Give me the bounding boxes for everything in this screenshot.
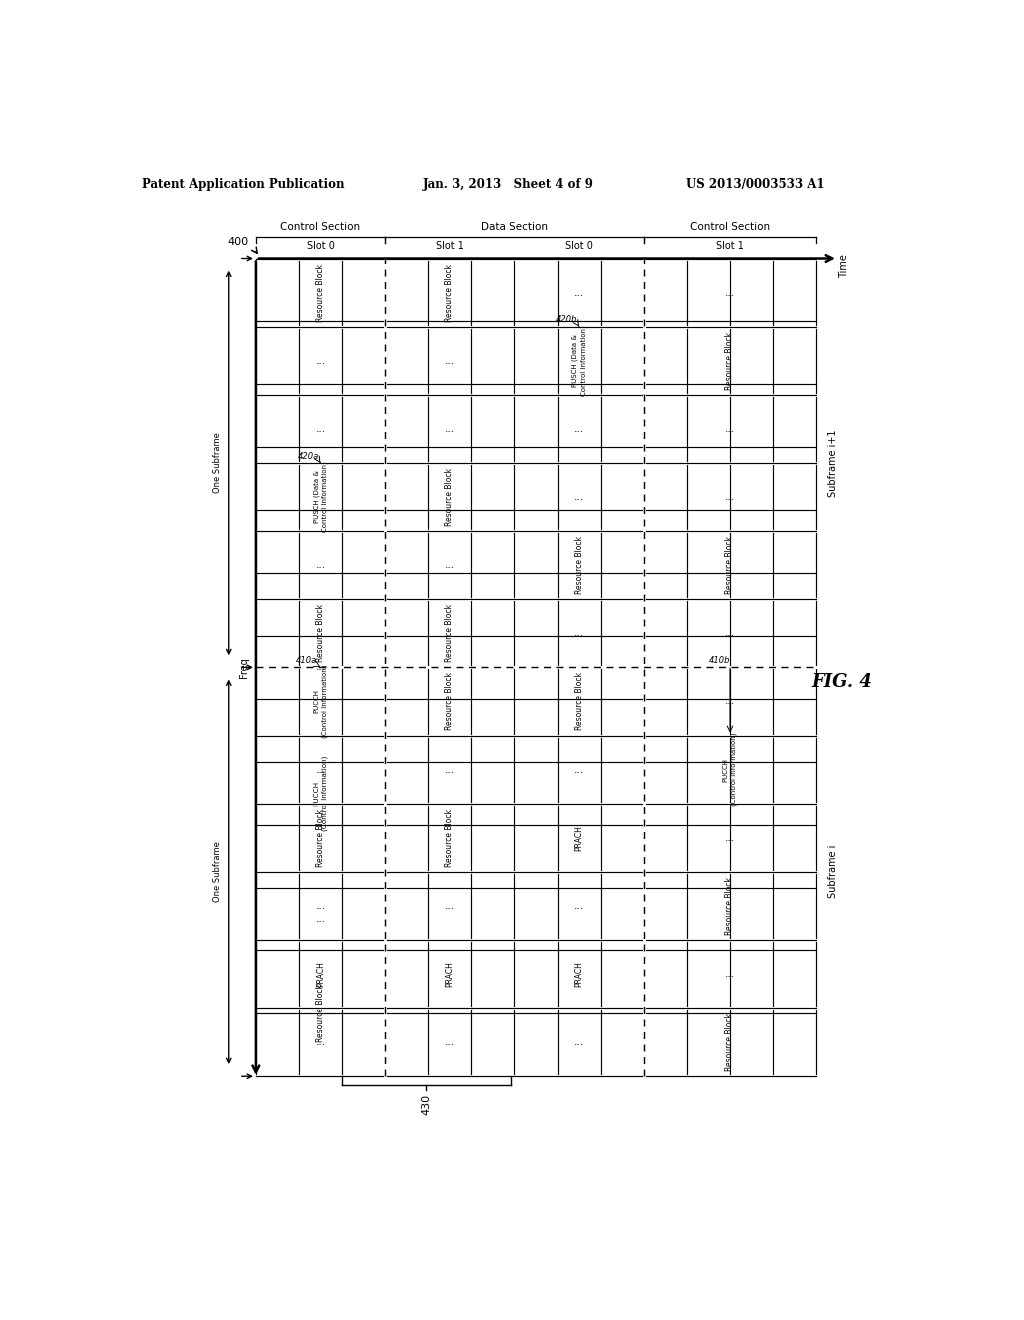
Text: Jan. 3, 2013   Sheet 4 of 9: Jan. 3, 2013 Sheet 4 of 9 (423, 178, 593, 190)
Text: Resource Block: Resource Block (445, 605, 455, 663)
Text: PUCCH
(Control Information): PUCCH (Control Information) (723, 733, 737, 807)
Text: Time: Time (840, 255, 850, 279)
Text: 410a: 410a (295, 656, 316, 665)
Text: PUSCH (Data &
Control Information): PUSCH (Data & Control Information) (313, 462, 328, 532)
Text: Resource Block: Resource Block (574, 536, 584, 594)
Text: Resource Block: Resource Block (316, 605, 325, 663)
Text: PRACH: PRACH (445, 961, 455, 987)
Text: Resource Block: Resource Block (445, 469, 455, 525)
Text: 420a: 420a (298, 451, 319, 461)
Text: 400: 400 (227, 238, 248, 247)
Text: 430: 430 (421, 1094, 431, 1115)
Text: ...: ... (315, 764, 326, 775)
Text: ...: ... (444, 355, 455, 366)
Text: Resource Block: Resource Block (445, 672, 455, 730)
Text: Freq: Freq (240, 657, 249, 677)
Text: ...: ... (444, 900, 455, 911)
Text: FIG. 4: FIG. 4 (812, 673, 872, 690)
Text: ...: ... (315, 1038, 326, 1047)
Text: Slot 1: Slot 1 (436, 240, 464, 251)
Text: Resource Block: Resource Block (725, 876, 734, 935)
Text: ...: ... (574, 1038, 585, 1047)
Text: ...: ... (574, 424, 585, 434)
Text: PRACH: PRACH (316, 961, 325, 987)
Text: ...: ... (574, 900, 585, 911)
Text: Slot 1: Slot 1 (716, 240, 743, 251)
Text: PRACH: PRACH (574, 825, 584, 850)
Text: Resource Block: Resource Block (445, 809, 455, 867)
Text: Resource Block: Resource Block (316, 264, 325, 322)
Text: Subframe i+1: Subframe i+1 (827, 429, 838, 496)
Text: ...: ... (725, 424, 735, 434)
Text: ...: ... (315, 900, 326, 911)
Text: ...: ... (444, 764, 455, 775)
Text: Resource Block: Resource Block (725, 331, 734, 389)
Text: ...: ... (574, 628, 585, 639)
Text: ...: ... (444, 560, 455, 570)
Text: ...: ... (725, 288, 735, 297)
Text: ...: ... (315, 913, 326, 924)
Text: PUCCH
(Control Information): PUCCH (Control Information) (313, 665, 328, 738)
Text: ...: ... (725, 833, 735, 842)
Text: 420b: 420b (556, 315, 578, 325)
Text: ...: ... (725, 628, 735, 639)
Text: ...: ... (574, 764, 585, 775)
Text: ...: ... (315, 560, 326, 570)
Text: ...: ... (574, 288, 585, 297)
Text: Slot 0: Slot 0 (565, 240, 593, 251)
Text: Resource Block: Resource Block (316, 985, 325, 1043)
Text: Resource Block: Resource Block (316, 809, 325, 867)
Text: Data Section: Data Section (481, 222, 548, 232)
Text: US 2013/0003533 A1: US 2013/0003533 A1 (686, 178, 824, 190)
Text: 410b: 410b (709, 656, 730, 665)
Text: ...: ... (444, 1038, 455, 1047)
Text: Slot 0: Slot 0 (306, 240, 335, 251)
Text: ...: ... (444, 424, 455, 434)
Text: Control Section: Control Section (690, 222, 770, 232)
Text: Control Section: Control Section (281, 222, 360, 232)
Text: Resource Block: Resource Block (445, 264, 455, 322)
Text: One Subframe: One Subframe (213, 841, 221, 903)
Text: ...: ... (315, 355, 326, 366)
Text: Resource Block: Resource Block (725, 1014, 734, 1071)
Text: ...: ... (725, 492, 735, 502)
Text: ...: ... (315, 424, 326, 434)
Text: ...: ... (574, 492, 585, 502)
Text: ...: ... (725, 697, 735, 706)
Text: Patent Application Publication: Patent Application Publication (142, 178, 344, 190)
Text: PUCCH
(Control Information): PUCCH (Control Information) (313, 755, 328, 830)
Text: Resource Block: Resource Block (725, 536, 734, 594)
Text: PRACH: PRACH (574, 961, 584, 987)
Text: One Subframe: One Subframe (213, 433, 221, 494)
Text: ...: ... (725, 969, 735, 979)
Text: Subframe i: Subframe i (827, 845, 838, 899)
Text: ...: ... (315, 663, 326, 672)
Text: Resource Block: Resource Block (574, 672, 584, 730)
Text: PUSCH (Data &
Control Information): PUSCH (Data & Control Information) (571, 325, 587, 396)
